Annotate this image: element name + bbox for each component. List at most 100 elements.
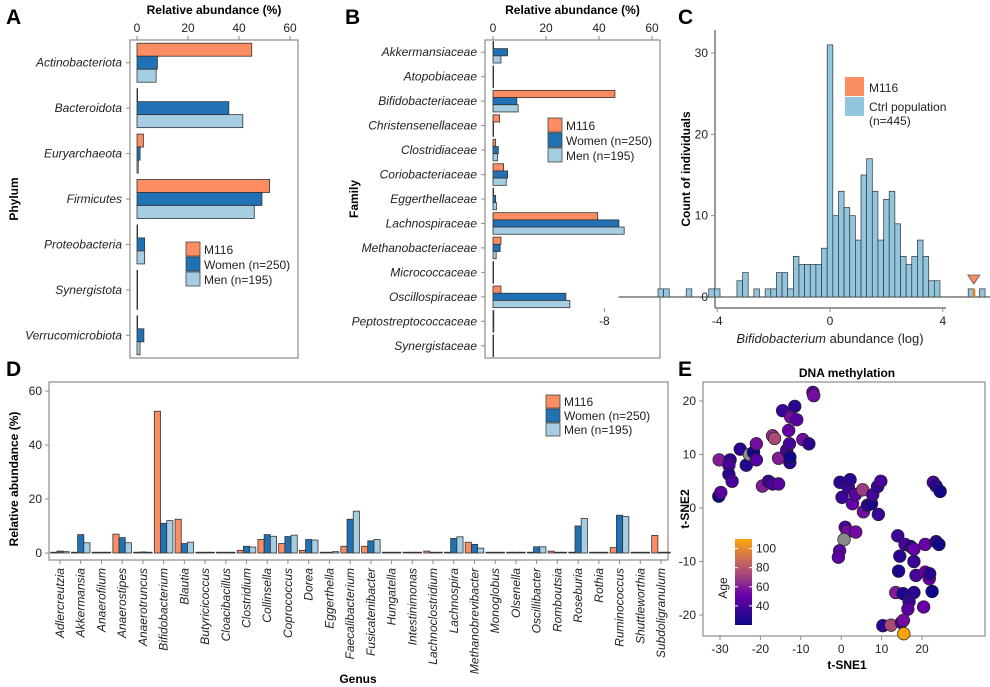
bar-men-roseburia	[580, 518, 588, 554]
x-tick-label-60: 60	[645, 21, 659, 35]
x-tick-label--20: -20	[752, 642, 770, 656]
bar-men-collinsella	[269, 535, 277, 554]
category-label-methanobacteriaceae: Methanobacteriaceae	[362, 241, 478, 255]
bar-women-ruminococcus	[616, 514, 624, 554]
scatter-point	[901, 602, 915, 616]
plot-title: DNA methylation	[799, 366, 895, 380]
bar-men-fusicatenibacter	[373, 539, 381, 554]
bar-men-lachnoclostridium	[435, 551, 443, 554]
histogram-bin	[838, 190, 845, 298]
bar-m116-monoglobus	[485, 551, 493, 554]
bar-women-anaerotruncus	[139, 551, 147, 554]
histogram-bin	[849, 215, 856, 298]
bar-women-methanobrevibacter	[470, 543, 478, 554]
scatter-point	[714, 485, 728, 500]
bar-m116-collinsella	[257, 539, 265, 554]
legend-swatch-m116	[547, 117, 563, 133]
scatter-point	[918, 537, 932, 552]
category-label-akkermansiaceae: Akkermansiaceae	[381, 45, 478, 59]
histogram-bin	[776, 272, 783, 298]
bar-m116-clostridiaceae	[492, 138, 497, 147]
panel-e-tsne-scatter: DNA methylation -30 -20 -10 0 10 20 -20 -10 0 10 20…	[678, 366, 986, 672]
legend-label-m116: M116	[204, 243, 233, 257]
bar-m116-anaerofilum	[91, 551, 99, 554]
category-label-anaerostipes: Anaerostipes	[115, 568, 129, 639]
histogram-bin	[933, 280, 941, 298]
histogram-bin	[928, 280, 935, 298]
plot-frame	[48, 381, 669, 561]
bar-women-subdoligranulum	[657, 551, 665, 554]
bar-women-anaerofilum	[97, 551, 105, 554]
bar-m116-lachnospira	[444, 551, 452, 554]
category-label-coprococcus: Coprococcus	[281, 568, 295, 638]
y-tick-label-60: 60	[29, 384, 43, 398]
scatter-point	[771, 477, 786, 491]
bar-women-bacteroidota	[136, 101, 230, 116]
bar-men-firmicutes	[136, 205, 255, 219]
bar-men-adlercreutzia	[62, 551, 70, 554]
x-axis-title: Genus	[339, 672, 377, 686]
bar-men-atopobiaceae	[492, 79, 495, 88]
bar-women-monoglobus	[491, 551, 499, 554]
colorbar-tick-label-80: 80	[756, 561, 770, 575]
bar-m116-adlercreutzia	[50, 551, 58, 554]
category-label-micrococcaceae: Micrococcaceae	[390, 265, 477, 279]
category-label-bifidobacteriaceae: Bifidobacteriaceae	[378, 94, 477, 108]
x-axis-title: t-SNE1	[827, 658, 867, 672]
category-label-verrucomicrobiota: Verrucomicrobiota	[25, 328, 122, 342]
x-tick-label-10: 10	[875, 642, 889, 656]
histogram-bin	[663, 288, 670, 298]
category-label-cloacibacillus: Cloacibacillus	[219, 568, 233, 641]
bar-men-bifidobacteriaceae	[492, 104, 519, 113]
category-label-bifidobacterium: Bifidobacterium	[157, 568, 171, 651]
bar-men-butyricicoccus	[207, 551, 215, 554]
histogram-bin	[742, 272, 749, 298]
bar-m116-butyricicoccus	[195, 551, 203, 554]
panel-d-genus-chart: 0 20 40 60 Adlercreutzia Akkermansia Anaerofil…	[7, 381, 671, 686]
bar-m116-bacteroidota	[136, 88, 139, 103]
category-label-methanobrevibacter: Methanobrevibacter	[467, 567, 481, 674]
bar-m116-eggerthella	[319, 551, 327, 554]
bar-women-synergistaceae	[492, 341, 495, 350]
histogram-bin	[736, 280, 743, 298]
legend-swatch-m116	[845, 77, 864, 96]
bar-men-oscillibacter	[539, 546, 547, 554]
bar-women-olsenella	[512, 551, 520, 554]
histogram-bin	[685, 288, 693, 298]
category-label-lachnospira: Lachnospira	[447, 568, 461, 634]
bar-men-clostridiaceae	[492, 153, 498, 162]
bar-m116-anaerotruncus	[133, 551, 141, 554]
bar-men-euryarchaeota	[136, 159, 139, 174]
histogram-bin	[900, 255, 907, 298]
bar-women-peptostreptococcaceae	[492, 317, 495, 326]
x-tick-label--30: -30	[711, 642, 729, 656]
bar-women-akkermansia	[77, 534, 85, 554]
bar-men-faecalibacterium	[352, 510, 360, 554]
bar-men-cloacibacillus	[228, 551, 236, 554]
panel-letter-b: B	[345, 6, 360, 29]
histogram-bin	[877, 239, 884, 298]
category-label-oscillibacter: Oscillibacter	[530, 567, 544, 633]
bar-men-hungatella	[394, 551, 402, 554]
scatter-point	[807, 389, 821, 403]
category-label-lachnoclostridium: Lachnoclostridium	[426, 568, 440, 665]
bar-women-proteobacteria	[136, 237, 146, 252]
bar-m116-euryarchaeota	[136, 133, 144, 148]
category-label-clostridium: Clostridium	[240, 568, 254, 628]
bar-women-christensenellaceae	[492, 121, 495, 130]
bar-women-akkermansiaceae	[492, 48, 508, 57]
bar-women-adlercreutzia	[56, 550, 64, 554]
legend-label-women-n-250: Women (n=250)	[564, 409, 650, 423]
bar-m116-firmicutes	[136, 179, 271, 193]
scatter-point	[925, 584, 939, 599]
y-axis-title: Family	[347, 180, 361, 218]
histogram-bin	[792, 255, 800, 298]
bar-m116-oscillospiraceae	[492, 285, 502, 294]
bar-men-bacteroidota	[136, 114, 244, 129]
scatter-point	[891, 564, 906, 578]
bar-women-eggerthella	[325, 551, 333, 554]
category-label-synergistota: Synergistota	[55, 283, 122, 297]
histogram-bin	[787, 288, 794, 298]
scatter-point	[916, 600, 931, 614]
bar-women-dorea	[305, 539, 313, 554]
